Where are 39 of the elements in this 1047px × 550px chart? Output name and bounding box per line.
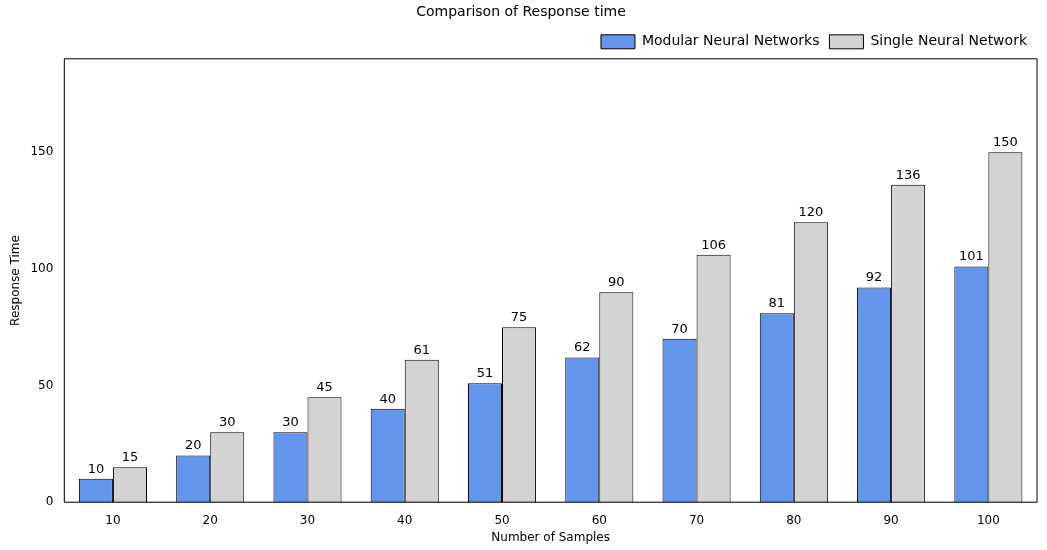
data-label: 120	[798, 204, 824, 220]
data-label: 62	[573, 339, 591, 355]
data-label: 75	[510, 309, 528, 325]
chart-title: Comparison of Response time	[416, 3, 626, 20]
data-label: 15	[121, 449, 139, 465]
y-tick-label: 100	[30, 260, 54, 275]
y-tick-label: 50	[38, 377, 54, 392]
legend-label: Modular Neural Networks	[641, 32, 820, 49]
data-label: 81	[768, 295, 786, 311]
x-tick-label: 20	[202, 512, 218, 527]
data-label: 40	[379, 390, 396, 406]
data-label: 45	[316, 379, 333, 395]
y-tick-label: 150	[30, 144, 54, 159]
data-label: 92	[865, 269, 883, 285]
x-tick-label: 70	[688, 512, 705, 527]
data-label: 106	[701, 236, 726, 252]
x-tick-label: 60	[591, 512, 607, 527]
data-label: 61	[413, 341, 431, 357]
data-label: 30	[282, 414, 299, 430]
x-tick-label: 10	[105, 512, 121, 527]
x-tick-label: 40	[397, 512, 413, 527]
data-label: 136	[895, 166, 921, 182]
data-label: 51	[476, 365, 494, 381]
data-label: 90	[608, 274, 625, 290]
data-label: 30	[218, 414, 236, 430]
data-label: 150	[992, 134, 1018, 150]
x-tick-label: 80	[786, 512, 802, 527]
x-tick-label: 30	[299, 512, 316, 527]
legend-label: Single Neural Network	[870, 32, 1028, 49]
data-label: 20	[184, 437, 202, 453]
x-tick-label: 90	[883, 512, 899, 527]
y-axis-title: Response Time	[8, 235, 23, 326]
data-label: 70	[671, 320, 688, 336]
data-label: 10	[87, 460, 105, 476]
y-tick-label: 0	[45, 494, 54, 509]
x-tick-label: 100	[976, 512, 1000, 527]
x-tick-label: 50	[494, 512, 510, 527]
data-label: 101	[958, 248, 984, 264]
x-axis-title: Number of Samples	[491, 529, 610, 544]
